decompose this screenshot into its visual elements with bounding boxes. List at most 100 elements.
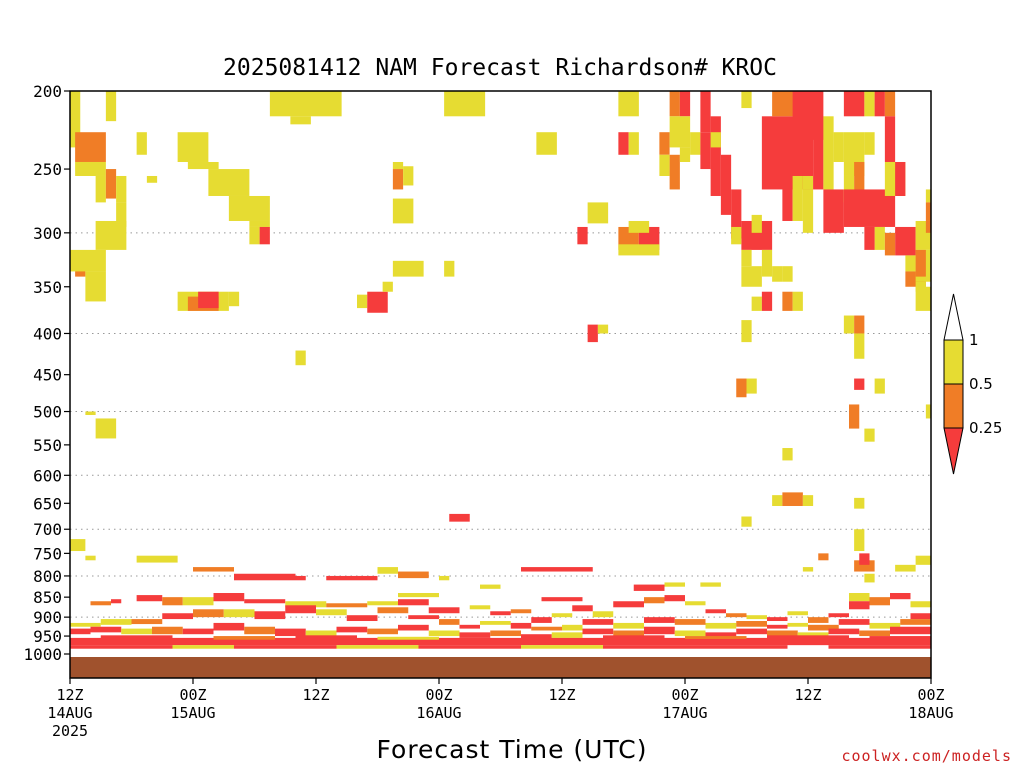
heatmap-cell: [213, 622, 245, 631]
heatmap-cell: [792, 291, 803, 311]
credit-text: coolwx.com/models: [841, 747, 1012, 765]
heatmap-cell: [193, 567, 234, 572]
heatmap-cell: [787, 622, 808, 627]
heatmap-cell: [787, 611, 808, 616]
heatmap-cell: [75, 132, 106, 162]
heatmap-cell: [741, 516, 752, 527]
heatmap-cell: [823, 116, 834, 190]
heatmap-cell: [767, 624, 788, 629]
heatmap-cell: [392, 260, 424, 277]
x-tick-label: 2025: [52, 722, 88, 740]
heatmap-cell: [377, 607, 409, 614]
x-axis-label: Forecast Time (UTC): [377, 735, 648, 764]
legend-label: 1: [969, 331, 979, 349]
heatmap-cell: [490, 630, 521, 637]
heatmap-cell: [521, 634, 552, 640]
heatmap-cell: [736, 628, 767, 635]
heatmap-cell: [377, 636, 439, 640]
heatmap-cell: [910, 601, 931, 608]
heatmap-cell: [849, 593, 870, 602]
heatmap-cell: [767, 635, 849, 639]
heatmap-cell: [925, 220, 931, 233]
heatmap-cell: [146, 175, 158, 183]
heatmap-cell: [869, 622, 901, 629]
heatmap-cell: [782, 266, 793, 282]
heatmap-cell: [439, 575, 450, 581]
plot-frame: [69, 90, 932, 679]
heatmap-cell: [751, 296, 762, 311]
heatmap-cell: [254, 611, 286, 620]
heatmap-cell: [367, 628, 398, 635]
heatmap-cell: [480, 584, 501, 589]
heatmap-cell: [864, 573, 875, 583]
heatmap-cell: [182, 628, 214, 635]
heatmap-cell: [285, 605, 316, 614]
heatmap-cell: [864, 428, 875, 442]
heatmap-cell: [198, 291, 219, 309]
heatmap-cell: [392, 161, 404, 170]
heatmap-cell: [669, 91, 680, 117]
heatmap-cell: [710, 116, 721, 196]
heatmap-cell: [884, 232, 896, 256]
heatmap-cell: [669, 116, 691, 148]
heatmap-cell: [792, 175, 803, 221]
heatmap-cell: [854, 560, 875, 572]
heatmap-cell: [290, 116, 311, 125]
heatmap-cell: [895, 564, 916, 572]
heatmap-cell: [782, 492, 803, 506]
y-tick-label: 900: [33, 608, 62, 627]
heatmap-cell: [685, 601, 706, 606]
heatmap-cell: [674, 619, 706, 625]
heatmap-cell: [582, 628, 614, 635]
heatmap-cell: [772, 495, 783, 506]
heatmap-cell: [741, 320, 752, 343]
heatmap-cell: [854, 161, 865, 196]
heatmap-cell: [428, 607, 460, 614]
heatmap-cell: [336, 645, 419, 649]
legend-cap-top: [943, 293, 964, 341]
heatmap-cell: [490, 611, 511, 616]
heatmap-cell: [249, 220, 270, 227]
legend-label: 0.25: [969, 419, 1002, 437]
heatmap-cell: [70, 249, 106, 272]
y-tick-label: 600: [33, 466, 62, 485]
heatmap-cell: [741, 249, 752, 267]
heatmap-cell: [890, 593, 911, 600]
x-tick-label: 17AUG: [662, 704, 707, 722]
heatmap-cell: [305, 630, 337, 637]
heatmap-cell: [587, 202, 609, 224]
heatmap-cell: [531, 626, 562, 631]
heatmap-cell: [746, 615, 767, 620]
heatmap-cell: [751, 214, 762, 233]
heatmap-cell: [90, 626, 122, 633]
heatmap-cell: [900, 619, 931, 625]
heatmap-cell: [884, 116, 896, 162]
legend-label: 0.5: [969, 375, 993, 393]
heatmap-cell: [577, 226, 588, 245]
heatmap-cell: [177, 132, 209, 162]
y-tick-label: 250: [33, 160, 62, 179]
y-tick-label: 800: [33, 567, 62, 586]
heatmap-cell: [823, 189, 844, 233]
heatmap-cell: [105, 91, 117, 122]
heatmap-cell: [828, 645, 931, 649]
y-tick-label: 300: [33, 224, 62, 243]
heatmap-cell: [808, 624, 839, 631]
heatmap-cell: [700, 582, 721, 587]
heatmap-cell: [95, 418, 117, 439]
heatmap-cell: [70, 622, 101, 627]
heatmap-cell: [925, 202, 931, 221]
heatmap-cell: [551, 613, 573, 618]
heatmap-cell: [838, 619, 870, 625]
heatmap-cell: [925, 189, 931, 203]
heatmap-cell: [75, 161, 106, 176]
heatmap-cell: [669, 154, 680, 190]
heatmap-cell: [644, 626, 675, 635]
heatmap-cell: [628, 132, 639, 155]
heatmap-cell: [398, 599, 429, 606]
heatmap-cell: [193, 609, 224, 618]
heatmap-cell: [551, 632, 583, 638]
heatmap-cell: [685, 645, 788, 649]
heatmap-cell: [408, 615, 439, 620]
